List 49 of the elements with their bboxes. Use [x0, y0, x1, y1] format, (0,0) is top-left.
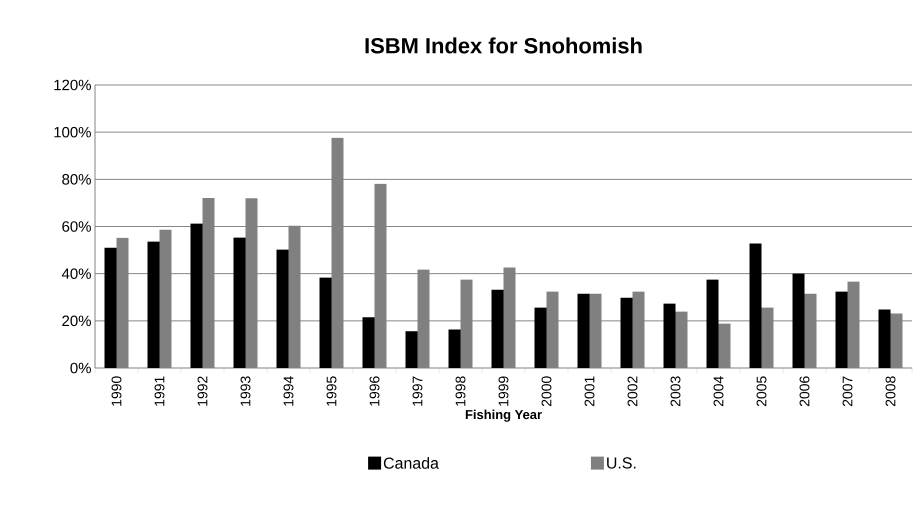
legend-label: Canada: [384, 457, 439, 469]
y-tick-label: 60%: [62, 221, 91, 232]
y-tick-label: 100%: [54, 126, 91, 138]
bar: [878, 310, 891, 368]
y-tick-label: 120%: [54, 80, 91, 90]
bar: [792, 274, 805, 368]
bar: [706, 280, 719, 368]
chart-title: ISBM Index for Snohomish: [366, 37, 642, 54]
x-tick-label: 1996: [370, 376, 380, 406]
bar: [620, 298, 633, 368]
y-tick-label: 0%: [70, 362, 91, 374]
x-tick-label: 2003: [670, 376, 680, 406]
bar: [190, 224, 202, 368]
x-tick-label: 1999: [498, 376, 508, 406]
bar: [578, 294, 590, 368]
bar: [234, 238, 246, 368]
x-tick-label: 1994: [284, 376, 294, 406]
x-tick-label: 1995: [326, 376, 336, 406]
x-tick-label: 1993: [240, 376, 250, 406]
x-tick-label: 2001: [584, 376, 594, 406]
bar: [448, 330, 461, 368]
bar: [750, 243, 762, 368]
bar: [104, 248, 116, 368]
x-tick-label: 2004: [714, 376, 724, 406]
x-tick-label: 1991: [154, 376, 164, 406]
x-tick-label: 2000: [542, 376, 552, 406]
bar: [406, 331, 418, 368]
bar: [276, 250, 289, 368]
legend-label: U.S.: [607, 457, 636, 469]
x-axis-title: Fishing Year: [466, 410, 542, 422]
x-tick-label: 1990: [112, 376, 122, 406]
x-tick-label: 1992: [198, 376, 208, 406]
bar: [362, 317, 375, 368]
bar: [320, 278, 332, 368]
y-tick-label: 40%: [62, 268, 91, 279]
x-tick-label: 2006: [800, 376, 810, 406]
bar: [148, 242, 160, 368]
x-tick-label: 2008: [886, 376, 896, 406]
x-tick-label: 2007: [842, 376, 852, 406]
bar: [836, 292, 848, 368]
x-tick-label: 1997: [412, 376, 422, 406]
bar: [664, 304, 676, 368]
y-tick-label: 80%: [62, 174, 91, 185]
bar: [534, 308, 547, 368]
x-tick-label: 1998: [456, 376, 466, 406]
x-tick-label: 2002: [628, 376, 638, 406]
bar: [492, 290, 504, 368]
y-tick-label: 20%: [62, 316, 91, 326]
x-tick-label: 2005: [756, 376, 766, 406]
